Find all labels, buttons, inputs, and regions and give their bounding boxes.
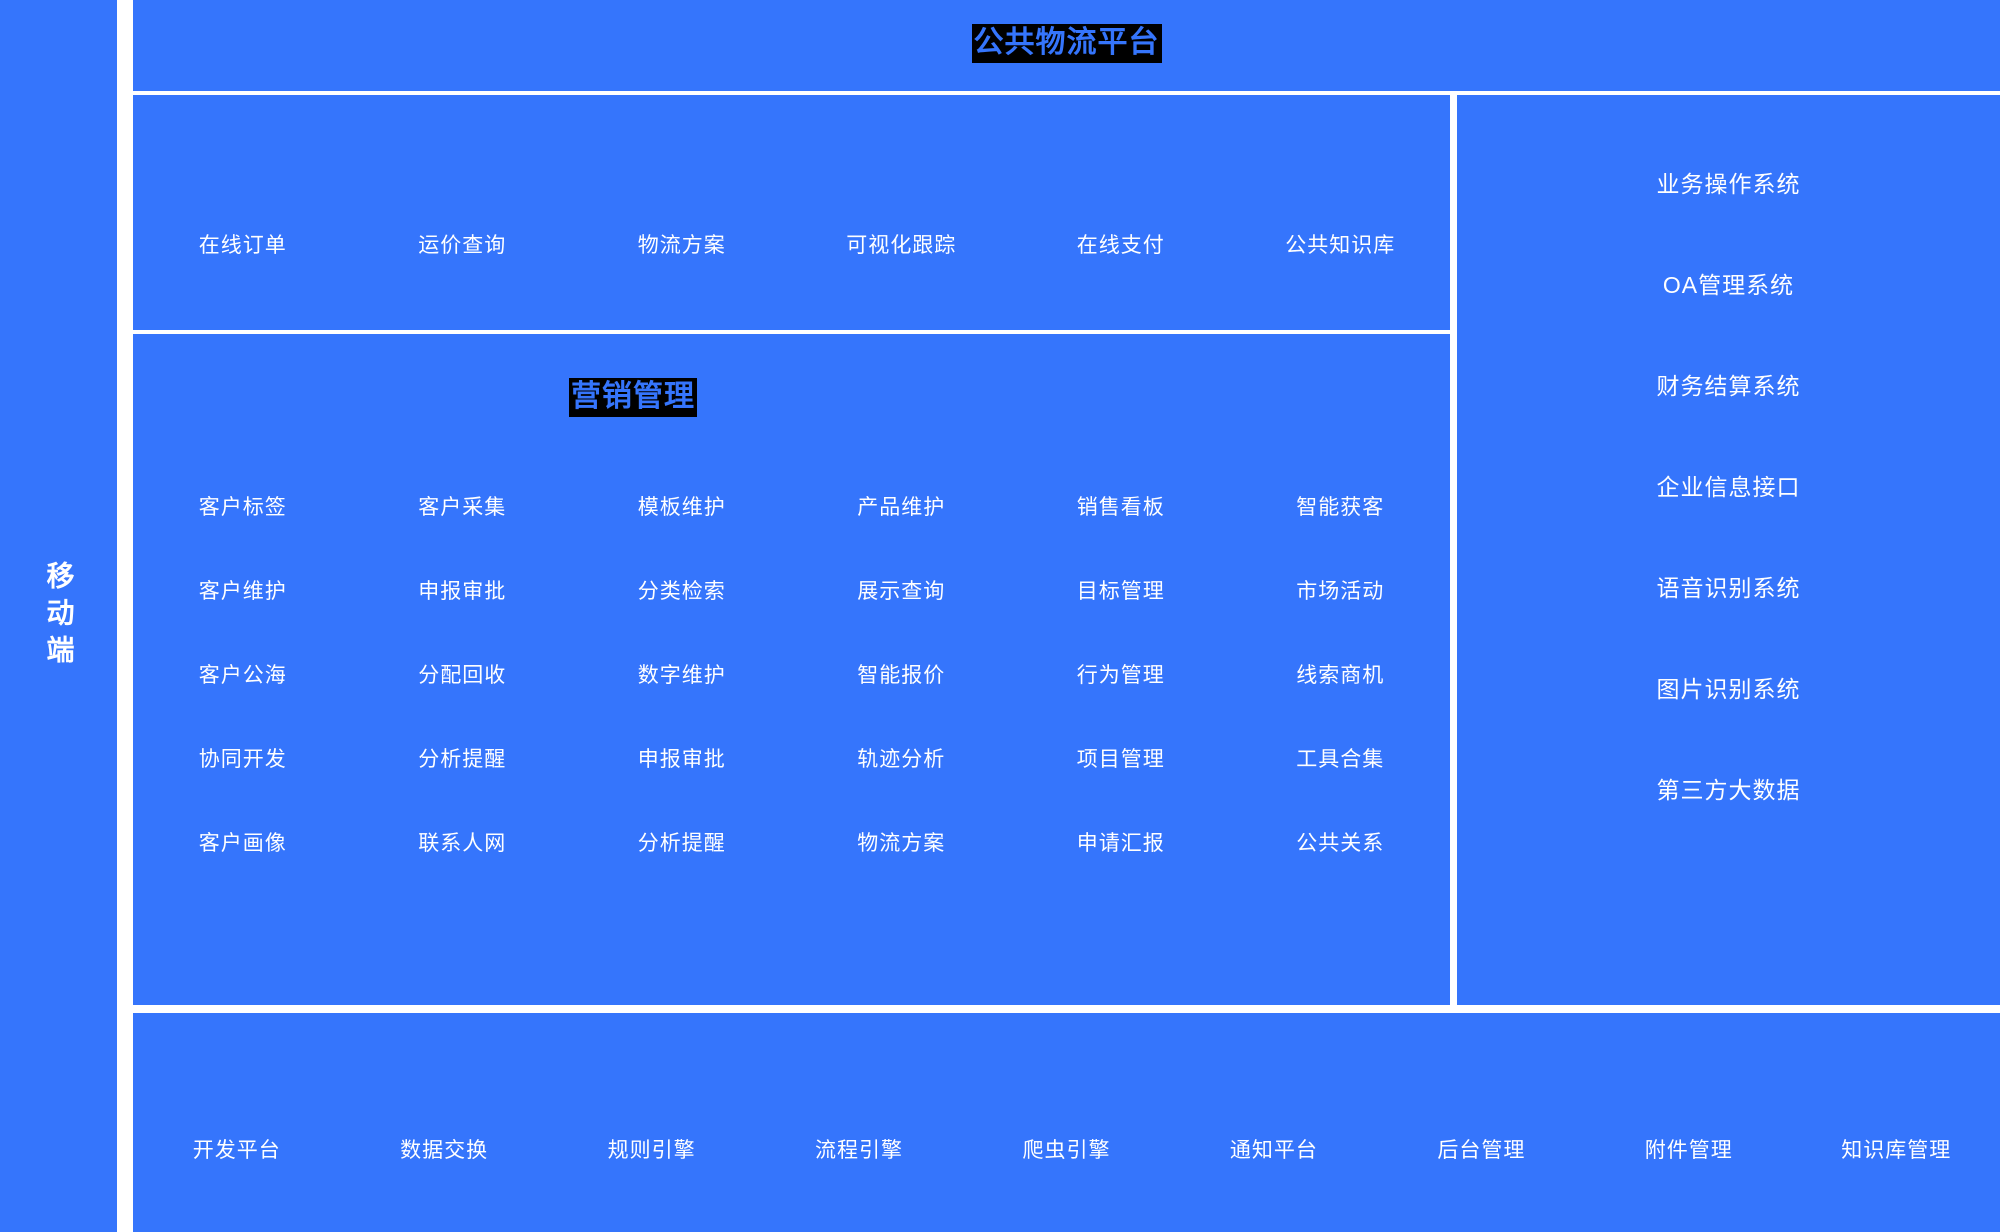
system-item-enterprise-info-api[interactable]: 企业信息接口 — [1656, 473, 1801, 500]
marketing-item-smart-quote[interactable]: 智能报价 — [857, 664, 946, 688]
marketing-item-category-search[interactable]: 分类检索 — [637, 580, 726, 604]
marketing-grid: 客户标签 客户采集 模板维护 产品维护 销售看板 智能获客 客户维护 申报审批 … — [133, 466, 1450, 886]
marketing-item-analysis-reminder-2[interactable]: 分析提醒 — [637, 832, 726, 856]
services-row: 在线订单 运价查询 物流方案 可视化跟踪 在线支付 公共知识库 — [133, 233, 1450, 258]
marketing-item-lead-opportunity[interactable]: 线索商机 — [1296, 664, 1385, 688]
marketing-item-product-maintain[interactable]: 产品维护 — [857, 496, 946, 520]
marketing-item-public-relations[interactable]: 公共关系 — [1296, 832, 1385, 856]
sidebar-mobile-client[interactable]: 移动端 — [0, 0, 117, 1232]
marketing-item-sales-board[interactable]: 销售看板 — [1076, 496, 1165, 520]
platform-item-process-engine[interactable]: 流程引擎 — [815, 1139, 904, 1162]
marketing-item-customer-portrait[interactable]: 客户画像 — [198, 832, 287, 856]
page-title: 公共物流平台 — [971, 24, 1162, 63]
marketing-item-behavior-management[interactable]: 行为管理 — [1076, 664, 1165, 688]
platform-item-rule-engine[interactable]: 规则引擎 — [607, 1139, 696, 1162]
service-item-logistics-plan[interactable]: 物流方案 — [637, 234, 726, 257]
platform-item-dev-platform[interactable]: 开发平台 — [192, 1139, 281, 1162]
public-logistics-services-panel: 在线订单 运价查询 物流方案 可视化跟踪 在线支付 公共知识库 — [133, 95, 1450, 330]
marketing-item-customer-tag[interactable]: 客户标签 — [198, 496, 287, 520]
service-item-online-order[interactable]: 在线订单 — [198, 234, 287, 257]
marketing-section-title: 营销管理 — [569, 378, 697, 417]
marketing-management-panel: 营销管理 客户标签 客户采集 模板维护 产品维护 销售看板 智能获客 客户维护 … — [133, 334, 1450, 1005]
marketing-row: 协同开发 分析提醒 申报审批 轨迹分析 项目管理 工具合集 — [133, 718, 1450, 802]
marketing-item-target-management[interactable]: 目标管理 — [1076, 580, 1165, 604]
marketing-item-customer-pool[interactable]: 客户公海 — [198, 664, 287, 688]
system-item-image-recognition[interactable]: 图片识别系统 — [1656, 675, 1801, 702]
marketing-row: 客户维护 申报审批 分类检索 展示查询 目标管理 市场活动 — [133, 550, 1450, 634]
platform-item-backend-admin[interactable]: 后台管理 — [1437, 1139, 1526, 1162]
marketing-item-template-maintain[interactable]: 模板维护 — [637, 496, 726, 520]
marketing-item-contact-network[interactable]: 联系人网 — [418, 832, 507, 856]
platform-item-notify-platform[interactable]: 通知平台 — [1229, 1139, 1318, 1162]
marketing-item-digital-maintain[interactable]: 数字维护 — [637, 664, 726, 688]
marketing-item-declaration-approval-2[interactable]: 申报审批 — [637, 748, 726, 772]
service-item-public-knowledge[interactable]: 公共知识库 — [1285, 234, 1396, 257]
sidebar-label: 移动端 — [43, 560, 75, 672]
marketing-item-customer-collect[interactable]: 客户采集 — [418, 496, 507, 520]
marketing-item-analysis-reminder[interactable]: 分析提醒 — [418, 748, 507, 772]
system-item-third-party-bigdata[interactable]: 第三方大数据 — [1656, 776, 1801, 803]
marketing-item-declaration-approval[interactable]: 申报审批 — [418, 580, 507, 604]
platform-item-data-exchange[interactable]: 数据交换 — [400, 1139, 489, 1162]
marketing-item-allocate-recycle[interactable]: 分配回收 — [418, 664, 507, 688]
marketing-item-logistics-plan[interactable]: 物流方案 — [857, 832, 946, 856]
platform-title-band: 公共物流平台 — [133, 0, 2000, 91]
system-item-oa-management[interactable]: OA管理系统 — [1662, 271, 1795, 298]
marketing-item-smart-acquisition[interactable]: 智能获客 — [1296, 496, 1385, 520]
service-item-visual-tracking[interactable]: 可视化跟踪 — [846, 234, 957, 257]
service-item-freight-query[interactable]: 运价查询 — [418, 234, 507, 257]
marketing-item-trajectory-analysis[interactable]: 轨迹分析 — [857, 748, 946, 772]
page-title-wrapper: 公共物流平台 — [133, 24, 2000, 63]
platform-item-knowledge-admin[interactable]: 知识库管理 — [1841, 1139, 1952, 1162]
marketing-item-market-activity[interactable]: 市场活动 — [1296, 580, 1385, 604]
marketing-item-tool-collection[interactable]: 工具合集 — [1296, 748, 1385, 772]
marketing-item-customer-maintain[interactable]: 客户维护 — [198, 580, 287, 604]
marketing-row: 客户画像 联系人网 分析提醒 物流方案 申请汇报 公共关系 — [133, 802, 1450, 886]
system-item-speech-recognition[interactable]: 语音识别系统 — [1656, 574, 1801, 601]
marketing-row: 客户公海 分配回收 数字维护 智能报价 行为管理 线索商机 — [133, 634, 1450, 718]
external-systems-panel: 业务操作系统 OA管理系统 财务结算系统 企业信息接口 语音识别系统 图片识别系… — [1457, 95, 2000, 1005]
platform-item-crawler-engine[interactable]: 爬虫引擎 — [1022, 1139, 1111, 1162]
marketing-row: 客户标签 客户采集 模板维护 产品维护 销售看板 智能获客 — [133, 466, 1450, 550]
platform-infrastructure-panel: 开发平台 数据交换 规则引擎 流程引擎 爬虫引擎 通知平台 后台管理 附件管理 … — [133, 1013, 2000, 1232]
marketing-item-display-query[interactable]: 展示查询 — [857, 580, 946, 604]
marketing-title-wrapper: 营销管理 — [133, 378, 1133, 417]
service-item-online-payment[interactable]: 在线支付 — [1076, 234, 1165, 257]
system-item-business-operation[interactable]: 业务操作系统 — [1656, 170, 1801, 197]
platform-row: 开发平台 数据交换 规则引擎 流程引擎 爬虫引擎 通知平台 后台管理 附件管理 … — [133, 1138, 2000, 1163]
marketing-item-collaborative-dev[interactable]: 协同开发 — [198, 748, 287, 772]
marketing-item-project-management[interactable]: 项目管理 — [1076, 748, 1165, 772]
platform-item-attachment-admin[interactable]: 附件管理 — [1644, 1139, 1733, 1162]
marketing-item-apply-report[interactable]: 申请汇报 — [1076, 832, 1165, 856]
system-item-finance-settlement[interactable]: 财务结算系统 — [1656, 372, 1801, 399]
